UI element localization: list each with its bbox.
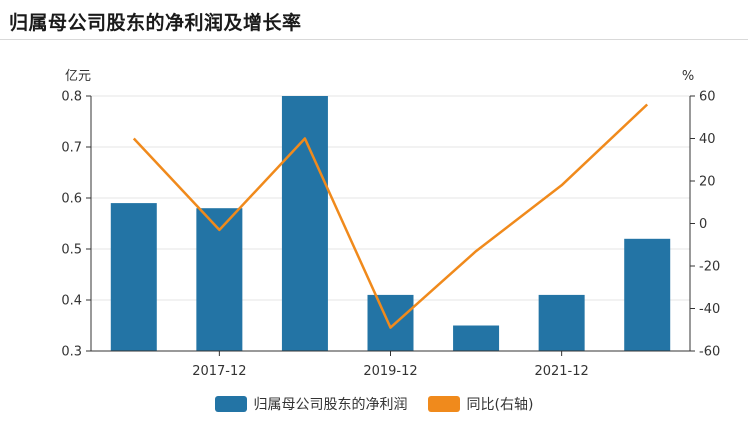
legend-item-yoy[interactable]: 同比(右轴) <box>427 394 534 414</box>
y-right-tick-label: 20 <box>699 175 716 190</box>
bar <box>453 325 500 351</box>
bar <box>110 203 157 351</box>
bar <box>624 238 671 351</box>
bar <box>538 294 585 351</box>
chart-title: 归属母公司股东的净利润及增长率 <box>9 12 302 34</box>
chart-header: 归属母公司股东的净利润及增长率 <box>0 0 748 40</box>
chart-legend: 归属母公司股东的净利润 同比(右轴) <box>0 392 748 416</box>
x-tick-label: 2021-12 <box>534 364 588 379</box>
legend-swatch-net-profit <box>214 396 247 412</box>
y-right-tick-label: -20 <box>699 260 720 275</box>
y-left-tick-label: 0.5 <box>61 243 82 258</box>
y-left-tick-label: 0.3 <box>61 345 82 360</box>
y-right-tick-label: -40 <box>699 302 720 317</box>
y-right-tick-label: -60 <box>699 345 720 360</box>
line-series <box>132 103 649 329</box>
axis-labels: 0.3 0.4 0.5 0.6 0.7 0.8 -60 -40 -20 0 20 40 60 亿元 % 201… <box>61 69 720 379</box>
y-left-tick-label: 0.8 <box>61 90 82 105</box>
x-tick-label: 2019-12 <box>363 364 417 379</box>
legend-swatch-yoy <box>427 396 460 412</box>
bar <box>367 294 414 351</box>
y-right-unit: % <box>682 69 694 84</box>
axes <box>86 95 695 356</box>
y-left-tick-label: 0.6 <box>61 192 82 207</box>
bar <box>281 96 328 351</box>
legend-item-net-profit[interactable]: 归属母公司股东的净利润 <box>214 394 408 414</box>
y-left-unit: 亿元 <box>65 69 91 84</box>
y-left-tick-label: 0.4 <box>61 294 82 309</box>
bar-series <box>110 96 671 351</box>
legend-label-yoy: 同比(右轴) <box>466 397 534 413</box>
y-right-tick-label: 60 <box>699 90 716 105</box>
bar <box>196 208 243 351</box>
y-right-tick-label: 0 <box>699 217 707 232</box>
x-tick-label: 2017-12 <box>192 364 246 379</box>
y-right-tick-label: 40 <box>699 132 716 147</box>
legend-label-net-profit: 归属母公司股东的净利润 <box>253 397 408 413</box>
y-left-tick-label: 0.7 <box>61 141 82 156</box>
